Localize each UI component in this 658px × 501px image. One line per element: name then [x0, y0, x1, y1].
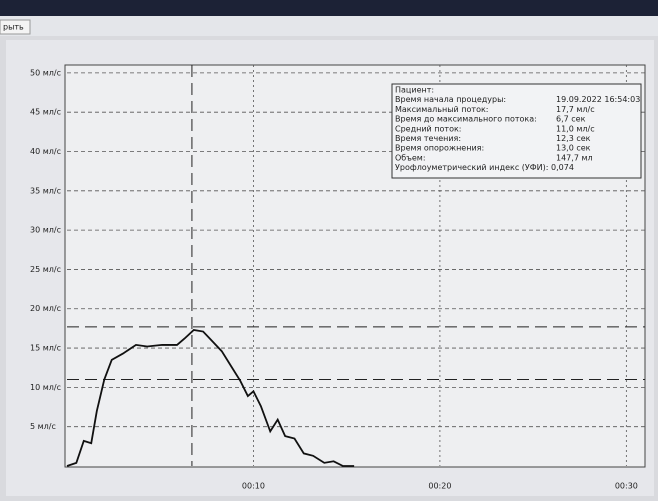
y-tick-label: 20 мл/с	[30, 304, 61, 313]
x-tick-label: 00:30	[615, 482, 638, 491]
info-value: 13,0 сек	[556, 144, 591, 153]
info-label: Урофлоуметрический индекс (УФИ): 0,074	[395, 163, 574, 172]
y-tick-label: 5 мл/с	[30, 422, 56, 431]
x-tick-label: 00:10	[242, 482, 265, 491]
y-tick-label: 10 мл/с	[30, 383, 61, 392]
y-tick-label: 25 мл/с	[30, 265, 61, 274]
y-tick-label: 45 мл/с	[30, 108, 61, 117]
y-tick-label: 30 мл/с	[30, 226, 61, 235]
info-label: Средний поток:	[395, 124, 462, 133]
bezel	[0, 0, 658, 16]
info-value: 19.09.2022 16:54:03	[556, 95, 640, 104]
x-tick-label: 00:20	[428, 482, 451, 491]
info-value: 147,7 мл	[556, 153, 593, 162]
y-tick-label: 35 мл/с	[30, 186, 61, 195]
info-label: Время опорожнения:	[395, 144, 484, 153]
info-value: 6,7 сек	[556, 115, 586, 124]
screen: рыть 5 мл/с 10 мл/с 15 мл/с 20 мл/с 25 мл/с 3…	[0, 0, 658, 501]
info-label: Время до максимального потока:	[395, 115, 537, 124]
y-tick-label: 40 мл/с	[30, 147, 61, 156]
info-label: Пациент:	[395, 86, 434, 95]
toolbar	[0, 16, 658, 36]
y-tick-label: 50 мл/с	[30, 68, 61, 77]
info-label: Максимальный поток:	[395, 105, 489, 114]
y-tick-label: 15 мл/с	[30, 344, 61, 353]
info-value: 12,3 сек	[556, 134, 591, 143]
info-value: 11,0 мл/с	[556, 124, 595, 133]
info-label: Время течения:	[395, 134, 461, 143]
info-value: 17,7 мл/с	[556, 105, 595, 114]
info-label: Объем:	[395, 153, 426, 162]
info-label: Время начала процедуры:	[395, 95, 506, 104]
close-button-label[interactable]: рыть	[3, 23, 24, 32]
